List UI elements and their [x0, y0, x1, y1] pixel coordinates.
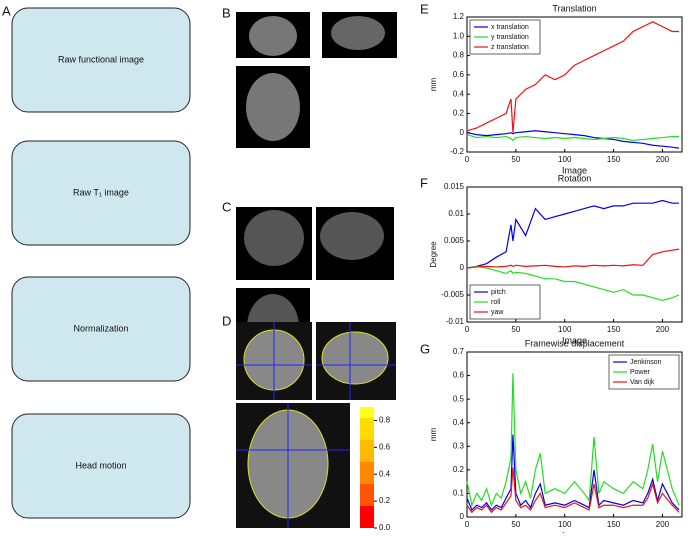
legend-label: pitch: [491, 289, 506, 296]
flow-box: [11, 276, 191, 382]
colorbar-band: [360, 407, 374, 418]
y-tick-label: 0.01: [448, 209, 464, 218]
colorbar-band: [360, 418, 374, 440]
x-tick-label: 100: [558, 155, 572, 164]
x-tick-label: 50: [511, 325, 520, 334]
legend-label: y translation: [491, 34, 529, 41]
series-line: [466, 265, 680, 302]
y-tick-label: 0.2: [453, 465, 465, 474]
y-tick-label: 0.4: [453, 418, 465, 427]
x-tick-label: 200: [656, 155, 670, 164]
y-tick-label: 0: [460, 512, 465, 521]
colorbar-tick-label: 0.2: [379, 496, 391, 505]
brain: [244, 210, 304, 266]
y-tick-label: 0.7: [453, 347, 465, 356]
y-tick-label: 0.1: [453, 489, 465, 498]
chart-title: Rotation: [558, 173, 592, 183]
colorbar-band: [360, 462, 374, 484]
y-tick-label: 0: [460, 263, 465, 272]
flow-box-label: Head motion: [75, 460, 126, 470]
flow-box-label: Raw T₁ image: [73, 187, 129, 197]
x-tick-label: 150: [607, 520, 621, 529]
x-tick-label: 100: [558, 520, 572, 529]
series-line: [466, 21, 680, 133]
colorbar-tick-label: 0.0: [379, 523, 391, 532]
panel-label: A: [2, 3, 11, 18]
y-axis-label: Degree: [429, 241, 438, 268]
x-tick-label: 0: [465, 325, 470, 334]
brain: [331, 16, 385, 50]
brain: [320, 212, 384, 260]
y-tick-label: 0.005: [444, 236, 465, 245]
y-tick-label: -0.005: [441, 290, 464, 299]
y-tick-label: 0.6: [453, 371, 465, 380]
legend-label: roll: [491, 299, 501, 306]
flow-box: [11, 413, 191, 519]
panel-label: F: [420, 175, 428, 190]
colorbar-tick-label: 0.4: [379, 469, 391, 478]
colorbar-band: [360, 440, 374, 462]
colorbar-band: [360, 506, 374, 528]
panel-label: E: [420, 1, 429, 16]
x-tick-label: 0: [465, 155, 470, 164]
y-tick-label: 0.8: [453, 51, 465, 60]
flow-box: [11, 7, 191, 113]
y-tick-label: 0.3: [453, 441, 465, 450]
x-tick-label: 100: [558, 325, 572, 334]
series-line: [466, 248, 680, 269]
x-tick-label: 150: [607, 325, 621, 334]
chart-title: Framewise displacement: [525, 338, 625, 348]
colorbar-band: [360, 484, 374, 506]
y-tick-label: 1.2: [453, 12, 465, 21]
flow-box-label: Normalization: [73, 323, 128, 333]
x-tick-label: 50: [511, 155, 520, 164]
brain: [321, 331, 389, 385]
y-tick-label: 0.5: [453, 394, 465, 403]
x-tick-label: 50: [511, 520, 520, 529]
x-tick-label: 150: [607, 155, 621, 164]
x-axis-label: Image: [562, 165, 587, 175]
y-tick-label: -0.01: [446, 317, 465, 326]
y-tick-label: -0.2: [450, 147, 464, 156]
legend-label: x translation: [491, 24, 529, 31]
y-tick-label: 0.2: [453, 109, 465, 118]
panel-label: C: [222, 199, 231, 214]
colorbar: [360, 407, 374, 528]
colorbar-tick-label: 0.8: [379, 416, 391, 425]
brain: [246, 73, 300, 141]
legend-label: Van dijk: [630, 379, 655, 386]
x-axis-label: Image: [562, 335, 587, 345]
series-line: [466, 373, 680, 508]
x-tick-label: 200: [656, 325, 670, 334]
flowchart: Raw functional image Raw T₁ image Normal…: [11, 7, 191, 519]
panel-label: B: [222, 5, 231, 20]
series-line: [466, 199, 680, 269]
y-tick-label: 0.6: [453, 70, 465, 79]
series-line: [466, 467, 680, 514]
colorbar-tick-label: 0.6: [379, 442, 391, 451]
series-line: [466, 434, 680, 511]
panel-label: D: [222, 313, 231, 328]
y-axis-label: mm: [429, 78, 438, 92]
brain-images: [236, 12, 397, 528]
legend-label: z translation: [491, 44, 529, 51]
y-tick-label: 0.4: [453, 89, 465, 98]
flow-box: [11, 140, 191, 246]
y-axis-label: mm: [429, 428, 438, 442]
legend-label: Power: [630, 369, 651, 376]
y-tick-label: 1.0: [453, 31, 465, 40]
chart-title: Translation: [552, 3, 596, 13]
legend-label: yaw: [491, 309, 504, 316]
y-tick-label: 0: [460, 128, 465, 137]
flow-box-label: Raw functional image: [58, 54, 144, 64]
panel-label: G: [420, 341, 430, 356]
y-tick-label: 0.015: [444, 182, 465, 191]
series-line: [466, 134, 680, 142]
x-tick-label: 0: [465, 520, 470, 529]
brain: [249, 16, 297, 56]
x-tick-label: 200: [656, 520, 670, 529]
legend-label: Jenkinson: [630, 359, 662, 366]
series-line: [466, 130, 680, 149]
